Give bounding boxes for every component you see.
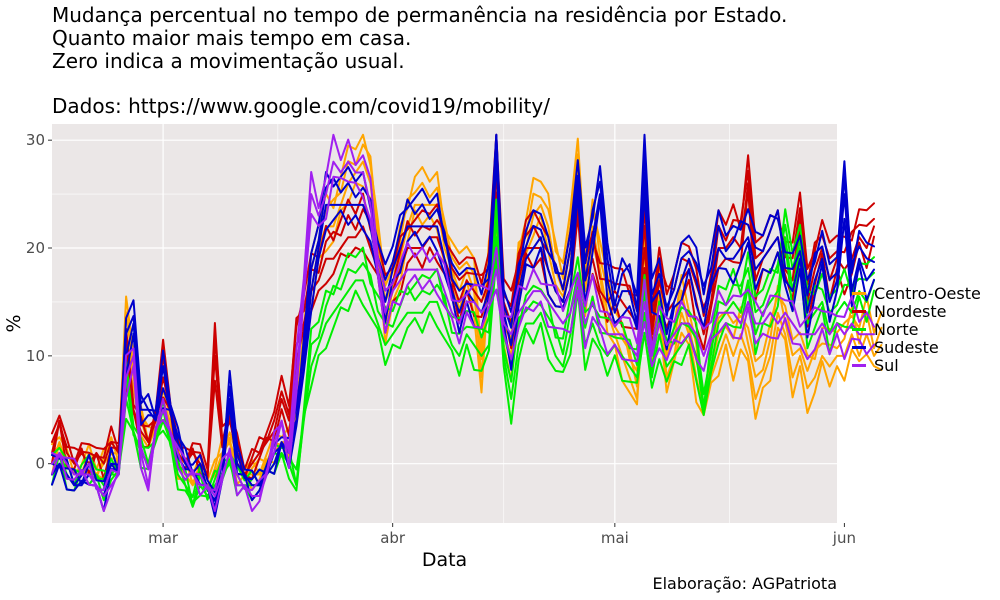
legend-key-swatch <box>852 327 866 331</box>
legend-label: Nordeste <box>874 301 947 321</box>
caption: Elaboração: AGPatriota <box>652 574 837 593</box>
y-axis-title: % <box>3 314 25 332</box>
series-line-norte <box>51 241 875 504</box>
legend-key-swatch <box>852 309 866 313</box>
y-tick-label: 0 <box>35 455 45 473</box>
title-line-1: Mudança percentual no tempo de permanênc… <box>52 3 788 27</box>
legend-key-swatch <box>852 363 866 367</box>
series-line-sudeste <box>51 133 875 502</box>
legend-item: Sul <box>852 355 981 375</box>
subtitle: Dados: https://www.google.com/covid19/mo… <box>52 94 550 118</box>
series-line-centro-oeste <box>51 160 883 487</box>
series-line-sul <box>51 175 875 512</box>
y-tick-label: 30 <box>26 131 45 149</box>
x-tick-label: mai <box>601 529 629 547</box>
series-line-sul <box>51 133 875 491</box>
title-block: Mudança percentual no tempo de permanênc… <box>52 4 787 118</box>
y-tick-label: 20 <box>26 239 45 257</box>
x-tick-label: jun <box>832 529 856 547</box>
y-tick-label: 10 <box>26 347 45 365</box>
legend-label: Norte <box>874 319 919 339</box>
series-line-nordeste <box>51 133 875 471</box>
legend: Centro-Oeste Nordeste Norte Sudeste Sul <box>852 283 981 375</box>
legend-label: Centro-Oeste <box>874 283 981 303</box>
legend-item: Sudeste <box>852 337 981 357</box>
legend-item: Centro-Oeste <box>852 283 981 303</box>
legend-item: Norte <box>852 319 981 339</box>
legend-key-swatch <box>852 345 866 349</box>
title-line-3: Zero indica a movimentação usual. <box>52 49 405 73</box>
legend-label: Sudeste <box>874 337 939 357</box>
legend-item: Nordeste <box>852 301 981 321</box>
x-tick-label: abr <box>380 529 406 547</box>
legend-label: Sul <box>874 355 899 375</box>
title-line-2: Quanto maior mais tempo em casa. <box>52 26 412 50</box>
series-line-sudeste <box>51 159 875 518</box>
x-axis-title: Data <box>422 549 467 571</box>
legend-key-swatch <box>852 291 866 295</box>
x-tick-label: mar <box>148 529 179 547</box>
